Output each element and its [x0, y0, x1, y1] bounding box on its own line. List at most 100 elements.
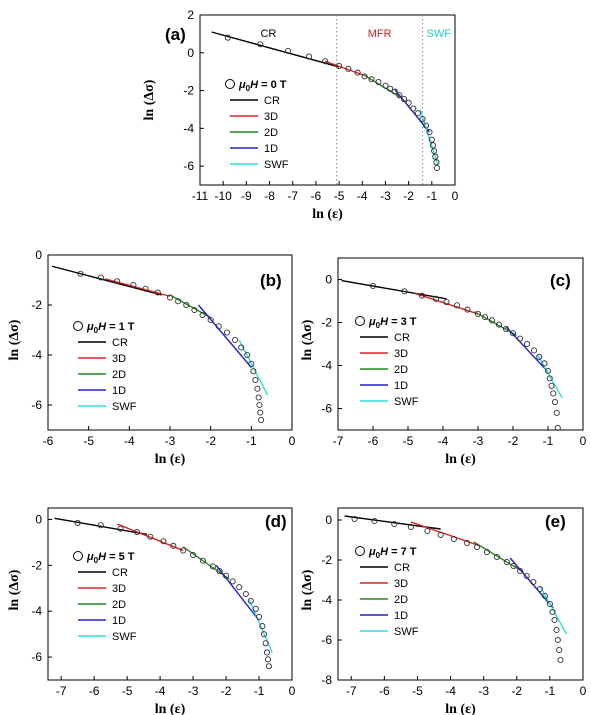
x-tick-label: -6 [379, 684, 390, 698]
data-point [170, 542, 177, 549]
y-tick-label: -6 [31, 398, 42, 412]
data-point [493, 553, 500, 561]
data-point [369, 282, 377, 290]
legend-entry-2D: 2D [112, 369, 126, 381]
data-point [238, 344, 245, 351]
data-point [432, 295, 440, 302]
data-point [433, 159, 440, 166]
fit-line-1D [197, 304, 252, 368]
x-tick-label: -7 [346, 684, 357, 698]
y-tick-label: -2 [31, 558, 42, 572]
y-tick-label: -8 [321, 673, 332, 687]
legend-entry-2D: 2D [394, 594, 408, 606]
legend-entry-1D: 1D [112, 615, 126, 627]
x-tick-label: -1 [545, 684, 556, 698]
y-axis-label: ln (Δσ) [300, 569, 315, 610]
data-point [553, 409, 560, 416]
data-point [354, 69, 361, 76]
fit-line-SWF [539, 585, 568, 635]
y-axis-label: ln (Δσ) [300, 319, 315, 360]
legend-entry-CR: CR [394, 332, 410, 344]
x-tick-label: -6 [311, 189, 322, 203]
x-axis-label: ln (ε) [445, 702, 476, 715]
data-point [209, 563, 216, 570]
fit-line-CR [51, 265, 163, 296]
data-point [252, 376, 259, 384]
data-point [147, 533, 154, 540]
legend-entry-2D: 2D [264, 127, 278, 139]
x-tick-label: -1 [543, 434, 554, 448]
data-point [97, 522, 104, 529]
y-tick-label: 0 [325, 513, 332, 527]
y-axis-label: ln (Δσ) [7, 569, 22, 610]
data-point [429, 142, 437, 149]
y-tick-label: -2 [183, 84, 194, 98]
data-point [548, 382, 555, 389]
x-axis-label: ln (ε) [312, 207, 343, 222]
fit-line-SWF [238, 339, 269, 396]
legend-entry-CR: CR [394, 562, 410, 574]
data-point [361, 73, 368, 80]
x-tick-label: -4 [445, 684, 456, 698]
legend-entry-SWF: SWF [112, 631, 137, 643]
x-tick-label: -3 [473, 434, 484, 448]
chart-panel-4: -7 -6 -5 -4 -3 -2 -1 0 -8 -6 -4 -2 0 ln (ε) ln (Δσ) (e)… [300, 507, 587, 715]
data-point [541, 592, 548, 600]
y-tick-label: -6 [183, 159, 194, 173]
data-point [550, 390, 557, 397]
data-point [305, 53, 313, 60]
legend-marker-symbol [355, 546, 365, 556]
legend-entry-3D: 3D [112, 583, 126, 595]
fit-line-3D [116, 523, 184, 552]
x-tick-label: 0 [580, 684, 587, 698]
data-point [130, 281, 137, 289]
data-point [517, 567, 524, 575]
data-point [424, 527, 431, 535]
data-point [216, 568, 223, 575]
x-tick-label: -3 [380, 189, 391, 203]
y-tick-label: -4 [321, 359, 332, 373]
data-point [418, 292, 426, 299]
plot-frame [337, 507, 584, 681]
data-point [432, 153, 439, 160]
y-tick-label: -4 [31, 348, 42, 362]
data-point [433, 164, 440, 172]
x-tick-label: -9 [241, 189, 252, 203]
x-tick-label: -1 [254, 684, 265, 698]
panel-label: (b) [260, 271, 282, 290]
data-point [551, 398, 559, 406]
data-point [523, 340, 531, 348]
data-point [554, 636, 561, 644]
region-label-2: SWF [427, 28, 452, 40]
data-point [405, 99, 412, 106]
legend-entry-CR: CR [112, 567, 128, 579]
data-point [544, 367, 552, 374]
data-point [74, 519, 81, 526]
data-point [371, 517, 378, 525]
data-point [77, 270, 84, 277]
data-point [391, 88, 398, 95]
data-point [258, 416, 265, 424]
data-point [345, 65, 352, 72]
data-point [244, 351, 251, 359]
y-tick-label: 0 [325, 273, 332, 287]
data-point [557, 656, 564, 664]
data-point [530, 347, 538, 354]
panel-label: (d) [265, 512, 287, 531]
data-point [133, 529, 141, 536]
data-point [410, 105, 417, 112]
fit-line-CR [54, 517, 148, 536]
data-point [247, 597, 254, 604]
y-tick-label: 0 [35, 512, 42, 526]
x-tick-label: 0 [452, 189, 459, 203]
data-point [495, 321, 503, 328]
x-tick-label: -5 [403, 434, 414, 448]
legend-entry-3D: 3D [112, 353, 126, 365]
legend-title: μ0H = 5 T [86, 551, 135, 565]
y-tick-label: -6 [321, 402, 332, 416]
data-point [215, 323, 222, 330]
data-point [252, 605, 259, 612]
x-tick-label: -2 [221, 684, 232, 698]
x-tick-label: -4 [357, 189, 368, 203]
x-tick-label: -5 [334, 189, 345, 203]
